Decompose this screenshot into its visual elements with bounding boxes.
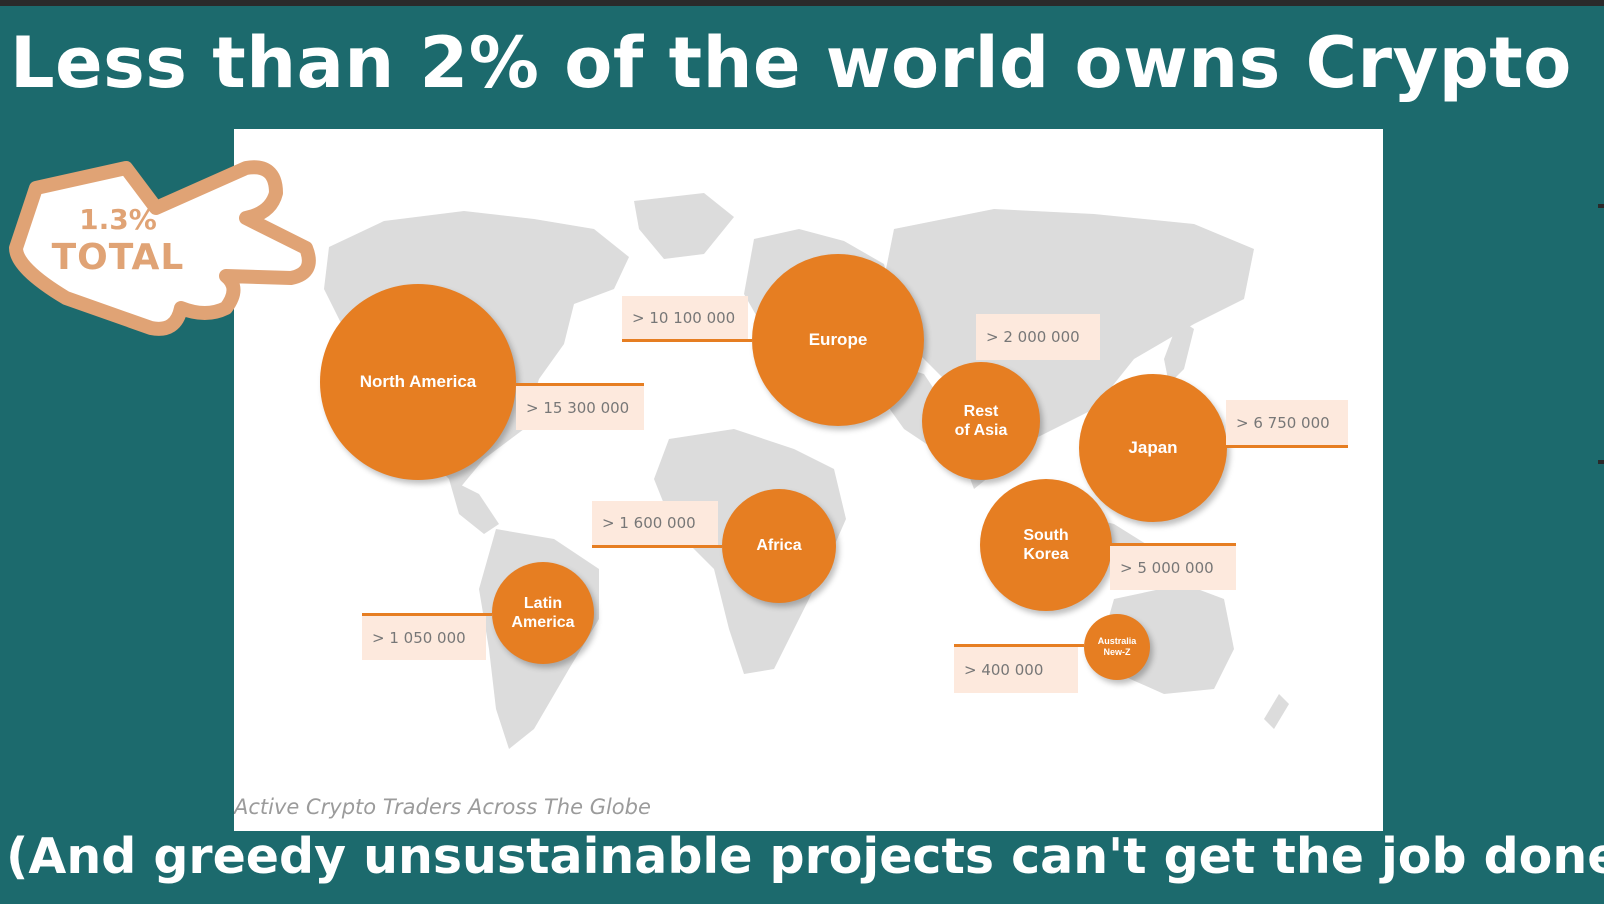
connector-line xyxy=(954,644,1084,647)
bubble-latin-america: Latin America xyxy=(492,562,594,664)
region-label-europe: Europe xyxy=(808,329,868,349)
bubble-north-america: North America xyxy=(320,284,516,480)
connector-line xyxy=(362,613,492,616)
bubble-australia: Australia New-Z xyxy=(1084,614,1150,680)
headline: Less than 2% of the world owns Crypto xyxy=(10,22,1572,104)
value-box-south-korea: > 5 000 000 xyxy=(1110,546,1236,590)
value-australia: > 400 000 xyxy=(964,661,1044,679)
region-label-latin-america: Latin America xyxy=(511,594,575,631)
value-box-australia: > 400 000 xyxy=(954,647,1078,693)
bubble-rest-of-asia: Rest of Asia xyxy=(922,362,1040,480)
value-africa: > 1 600 000 xyxy=(602,514,696,532)
region-label-north-america: North America xyxy=(359,371,477,391)
badge-line2: TOTAL xyxy=(51,237,185,278)
map-caption: Active Crypto Traders Across The Globe xyxy=(234,795,651,819)
value-south-korea: > 5 000 000 xyxy=(1120,559,1214,577)
connector-line xyxy=(592,545,722,548)
value-box-north-america: > 15 300 000 xyxy=(516,386,644,430)
value-japan: > 6 750 000 xyxy=(1236,414,1330,432)
bubble-south-korea: South Korea xyxy=(980,479,1112,611)
top-edge-bar xyxy=(0,0,1604,6)
world-map-panel: North America > 15 300 000 Europe > 10 1… xyxy=(234,129,1383,831)
value-box-latin-america: > 1 050 000 xyxy=(362,616,486,660)
bubble-japan: Japan xyxy=(1079,374,1227,522)
region-label-south-korea: South Korea xyxy=(1023,526,1069,563)
value-box-africa: > 1 600 000 xyxy=(592,501,718,545)
value-north-america: > 15 300 000 xyxy=(526,399,630,417)
region-label-rest-of-asia: Rest of Asia xyxy=(954,402,1008,439)
connector-line xyxy=(516,383,644,386)
connector-line xyxy=(1110,543,1236,546)
value-box-europe: > 10 100 000 xyxy=(622,296,748,340)
region-label-japan: Japan xyxy=(1128,437,1178,457)
footer-tagline: (And greedy unsustainable projects can't… xyxy=(6,828,1604,885)
connector-line xyxy=(1226,445,1348,448)
value-box-rest-of-asia: > 2 000 000 xyxy=(976,314,1100,360)
value-rest-of-asia: > 2 000 000 xyxy=(986,328,1080,346)
pointing-hand-icon xyxy=(9,160,316,336)
edge-mark xyxy=(1598,204,1604,208)
value-europe: > 10 100 000 xyxy=(632,309,736,327)
bubble-europe: Europe xyxy=(752,254,924,426)
region-label-australia: Australia New-Z xyxy=(1097,636,1137,657)
value-box-japan: > 6 750 000 xyxy=(1226,400,1348,446)
edge-mark xyxy=(1598,460,1604,464)
connector-line xyxy=(622,339,752,342)
bubble-africa: Africa xyxy=(722,489,836,603)
region-label-africa: Africa xyxy=(756,537,802,555)
badge-line1: 1.3% xyxy=(79,203,157,236)
value-latin-america: > 1 050 000 xyxy=(372,629,466,647)
